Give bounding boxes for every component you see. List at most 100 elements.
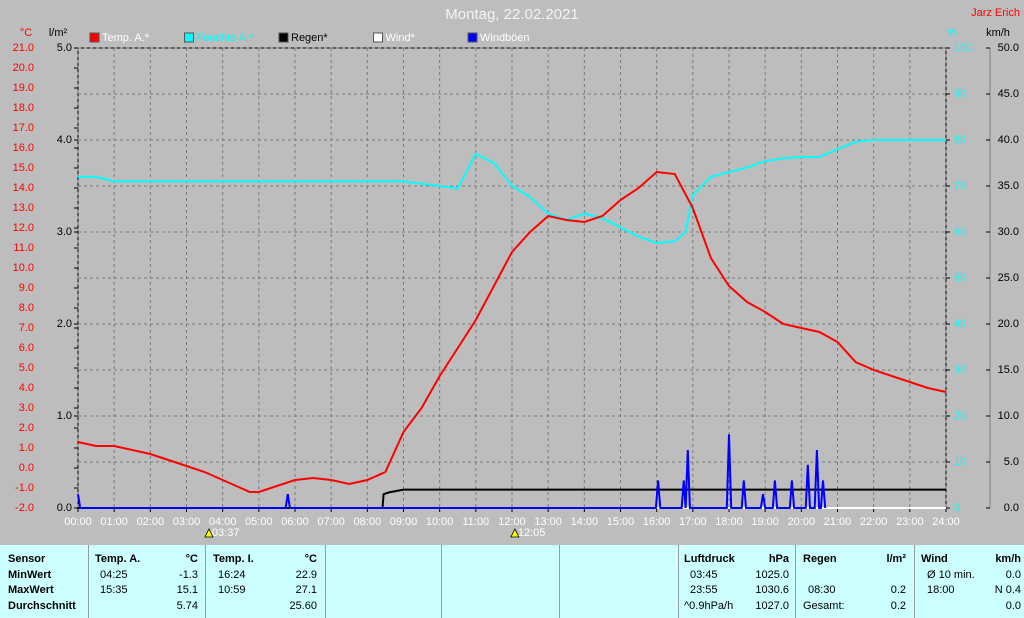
y-tick-label: -1.0: [15, 482, 34, 494]
y-tick-label: 18.0: [13, 102, 34, 114]
y-tick-label: 5.0: [57, 42, 72, 54]
x-tick-label: 00:00: [64, 516, 92, 528]
cell: 1025.0: [755, 569, 789, 581]
y-tick-label: 20.0: [13, 62, 34, 74]
divider: [441, 545, 442, 618]
cell: 18:00: [927, 584, 955, 596]
y-tick-label: 50: [954, 272, 966, 284]
y-tick-label: 100: [954, 42, 972, 54]
legend-swatch: [278, 32, 289, 43]
annotation-label: 12:05: [518, 527, 546, 539]
cell: 15.1: [176, 584, 198, 596]
cell: ^0.9hPa/h: [684, 600, 734, 612]
y-tick-label: 40.0: [998, 134, 1019, 146]
header: hPa: [768, 553, 789, 565]
divider: [678, 545, 679, 618]
y-tick-label: 15.0: [998, 364, 1019, 376]
cell: 1030.6: [755, 584, 789, 596]
y-tick-label: 7.0: [19, 322, 34, 334]
cell: -1.3: [179, 569, 198, 581]
y-tick-label: 60: [954, 226, 966, 238]
y2-axis-unit: l/m²: [49, 27, 68, 39]
y-tick-label: 70: [954, 180, 966, 192]
cell: 5.74: [176, 600, 198, 612]
y-tick-label: 10.0: [13, 262, 34, 274]
y-tick-label: 40: [954, 318, 966, 330]
y-tick-label: 80: [954, 134, 966, 146]
series-line: [77, 170, 947, 493]
x-tick-label: 21:00: [824, 516, 852, 528]
x-tick-label: 23:00: [896, 516, 924, 528]
legend-swatch: [467, 32, 478, 43]
annotation-icon: [204, 528, 214, 538]
legend-swatch: [89, 32, 100, 43]
divider: [795, 545, 796, 618]
cell: 25.60: [289, 600, 317, 612]
legend-label: Regen*: [291, 32, 328, 44]
y-tick-label: 21.0: [13, 42, 34, 54]
header: Regen: [803, 553, 837, 565]
x-tick-label: 03:00: [173, 516, 201, 528]
cell: 0.0: [1005, 569, 1021, 581]
cell: 0.0: [1005, 600, 1021, 612]
divider: [88, 545, 89, 618]
y-tick-label: 4.0: [19, 382, 34, 394]
y-tick-label: 2.0: [57, 318, 72, 330]
cell: 04:25: [100, 569, 128, 581]
y-tick-label: 5.0: [1004, 456, 1019, 468]
chart: Montag, 22.02.2021 Jarz Erich °C l/m² % …: [13, 6, 1020, 539]
x-tick-label: 02:00: [137, 516, 165, 528]
x-tick-label: 14:00: [571, 516, 599, 528]
y-tick-label: 9.0: [19, 282, 34, 294]
header: Luftdruck: [684, 553, 735, 565]
y-tick-label: 8.0: [19, 302, 34, 314]
x-tick-label: 08:00: [354, 516, 382, 528]
x-tick-label: 09:00: [390, 516, 418, 528]
x-tick-label: 13:00: [534, 516, 562, 528]
x-tick-label: 01:00: [100, 516, 128, 528]
y-tick-label: -2.0: [15, 502, 34, 514]
y-axis-unit: °C: [20, 27, 32, 39]
annotation-icon: [510, 528, 520, 538]
header: Sensor: [8, 553, 46, 565]
row-label: MaxWert: [8, 584, 54, 596]
x-tick-label: 12:00: [498, 516, 526, 528]
header: km/h: [995, 553, 1021, 565]
y-tick-label: 13.0: [13, 202, 34, 214]
y-tick-label: 0.0: [1004, 502, 1019, 514]
header: Wind: [921, 553, 948, 565]
x-tick-label: 20:00: [788, 516, 816, 528]
x-tick-label: 18:00: [715, 516, 743, 528]
cell: 08:30: [808, 584, 836, 596]
y-tick-label: 16.0: [13, 142, 34, 154]
header: l/m²: [886, 553, 906, 565]
cell: 15:35: [100, 584, 128, 596]
y-tick-label: 90: [954, 88, 966, 100]
y-tick-label: 2.0: [19, 422, 34, 434]
y-tick-label: 20.0: [998, 318, 1019, 330]
author: Jarz Erich: [971, 7, 1020, 19]
cell: 16:24: [218, 569, 246, 581]
header: °C: [304, 553, 317, 565]
cell: Ø 10 min.: [927, 569, 975, 581]
y-tick-label: 25.0: [998, 272, 1019, 284]
y4-axis-unit: km/h: [986, 27, 1010, 39]
y-tick-label: 5.0: [19, 362, 34, 374]
x-tick-label: 07:00: [317, 516, 345, 528]
legend-swatch: [373, 32, 383, 43]
y-tick-label: 17.0: [13, 122, 34, 134]
y-tick-label: 1.0: [57, 410, 72, 422]
cell: 1027.0: [755, 600, 789, 612]
stats-table: Sensor Temp. A. °C Temp. I. °C MinWert 0…: [0, 545, 1024, 618]
y-tick-label: 10: [954, 456, 966, 468]
annotation-label: 03:37: [212, 527, 240, 539]
y-tick-label: 20: [954, 410, 966, 422]
y-tick-label: 0.0: [19, 462, 34, 474]
series-line: [78, 139, 946, 245]
x-tick-label: 04:00: [209, 516, 237, 528]
y-tick-label: 3.0: [19, 402, 34, 414]
y-tick-label: 30.0: [998, 226, 1019, 238]
y-tick-label: 30: [954, 364, 966, 376]
y-tick-label: 10.0: [998, 410, 1019, 422]
